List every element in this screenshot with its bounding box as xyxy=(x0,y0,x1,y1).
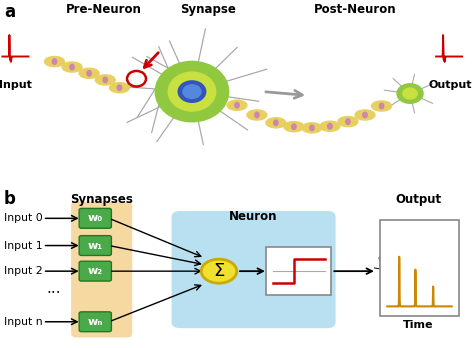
Ellipse shape xyxy=(117,85,122,90)
Ellipse shape xyxy=(168,72,216,111)
Text: w₁: w₁ xyxy=(88,240,103,251)
Text: Input 2: Input 2 xyxy=(4,266,42,276)
Ellipse shape xyxy=(328,124,332,129)
Text: Input 0: Input 0 xyxy=(4,213,43,223)
FancyBboxPatch shape xyxy=(79,312,111,332)
Text: $\Sigma$: $\Sigma$ xyxy=(213,261,225,279)
Ellipse shape xyxy=(302,123,322,133)
Ellipse shape xyxy=(363,112,367,118)
Ellipse shape xyxy=(247,110,267,120)
Ellipse shape xyxy=(70,64,74,70)
Text: Synapse: Synapse xyxy=(181,3,237,16)
Ellipse shape xyxy=(273,120,278,126)
Text: Output: Output xyxy=(395,193,441,206)
Ellipse shape xyxy=(235,102,239,108)
Ellipse shape xyxy=(338,117,358,127)
Ellipse shape xyxy=(45,56,64,67)
FancyBboxPatch shape xyxy=(71,202,132,338)
Ellipse shape xyxy=(403,88,417,99)
Text: Neuron: Neuron xyxy=(229,210,278,223)
FancyBboxPatch shape xyxy=(79,261,111,281)
Ellipse shape xyxy=(310,125,314,130)
Ellipse shape xyxy=(62,62,82,72)
Text: w₂: w₂ xyxy=(88,266,103,276)
Text: Synapses: Synapses xyxy=(70,193,133,206)
Ellipse shape xyxy=(103,77,108,83)
Ellipse shape xyxy=(346,119,350,124)
Ellipse shape xyxy=(266,118,286,128)
Text: Post-Neuron: Post-Neuron xyxy=(314,3,397,16)
Ellipse shape xyxy=(183,85,201,98)
Text: $I_\mathregular{out}$: $I_\mathregular{out}$ xyxy=(373,254,387,270)
Ellipse shape xyxy=(255,112,259,118)
Text: Input: Input xyxy=(0,80,32,90)
Text: ⋅⋅⋅: ⋅⋅⋅ xyxy=(46,284,61,300)
FancyBboxPatch shape xyxy=(79,236,111,255)
Text: b: b xyxy=(4,190,16,207)
Text: Input n: Input n xyxy=(4,317,42,327)
Text: Output: Output xyxy=(428,80,472,90)
Ellipse shape xyxy=(355,110,375,120)
Ellipse shape xyxy=(379,103,384,109)
Ellipse shape xyxy=(87,71,91,76)
Text: w₀: w₀ xyxy=(88,213,103,223)
FancyBboxPatch shape xyxy=(266,247,331,295)
Text: Pre-Neuron: Pre-Neuron xyxy=(66,3,142,16)
Ellipse shape xyxy=(155,61,229,122)
Text: a: a xyxy=(4,3,15,21)
Ellipse shape xyxy=(292,124,296,129)
Text: Time: Time xyxy=(403,320,434,330)
Ellipse shape xyxy=(79,68,99,78)
Ellipse shape xyxy=(320,121,340,131)
Ellipse shape xyxy=(95,75,115,85)
Ellipse shape xyxy=(284,121,304,132)
Text: Input 1: Input 1 xyxy=(4,240,42,251)
FancyBboxPatch shape xyxy=(172,211,336,328)
Ellipse shape xyxy=(201,259,237,283)
Ellipse shape xyxy=(178,81,206,102)
Ellipse shape xyxy=(227,100,247,110)
Text: wₙ: wₙ xyxy=(88,317,103,327)
Ellipse shape xyxy=(372,101,392,111)
FancyBboxPatch shape xyxy=(79,208,111,228)
Ellipse shape xyxy=(52,59,57,64)
Ellipse shape xyxy=(109,82,129,93)
FancyBboxPatch shape xyxy=(380,220,459,316)
Ellipse shape xyxy=(397,84,423,103)
